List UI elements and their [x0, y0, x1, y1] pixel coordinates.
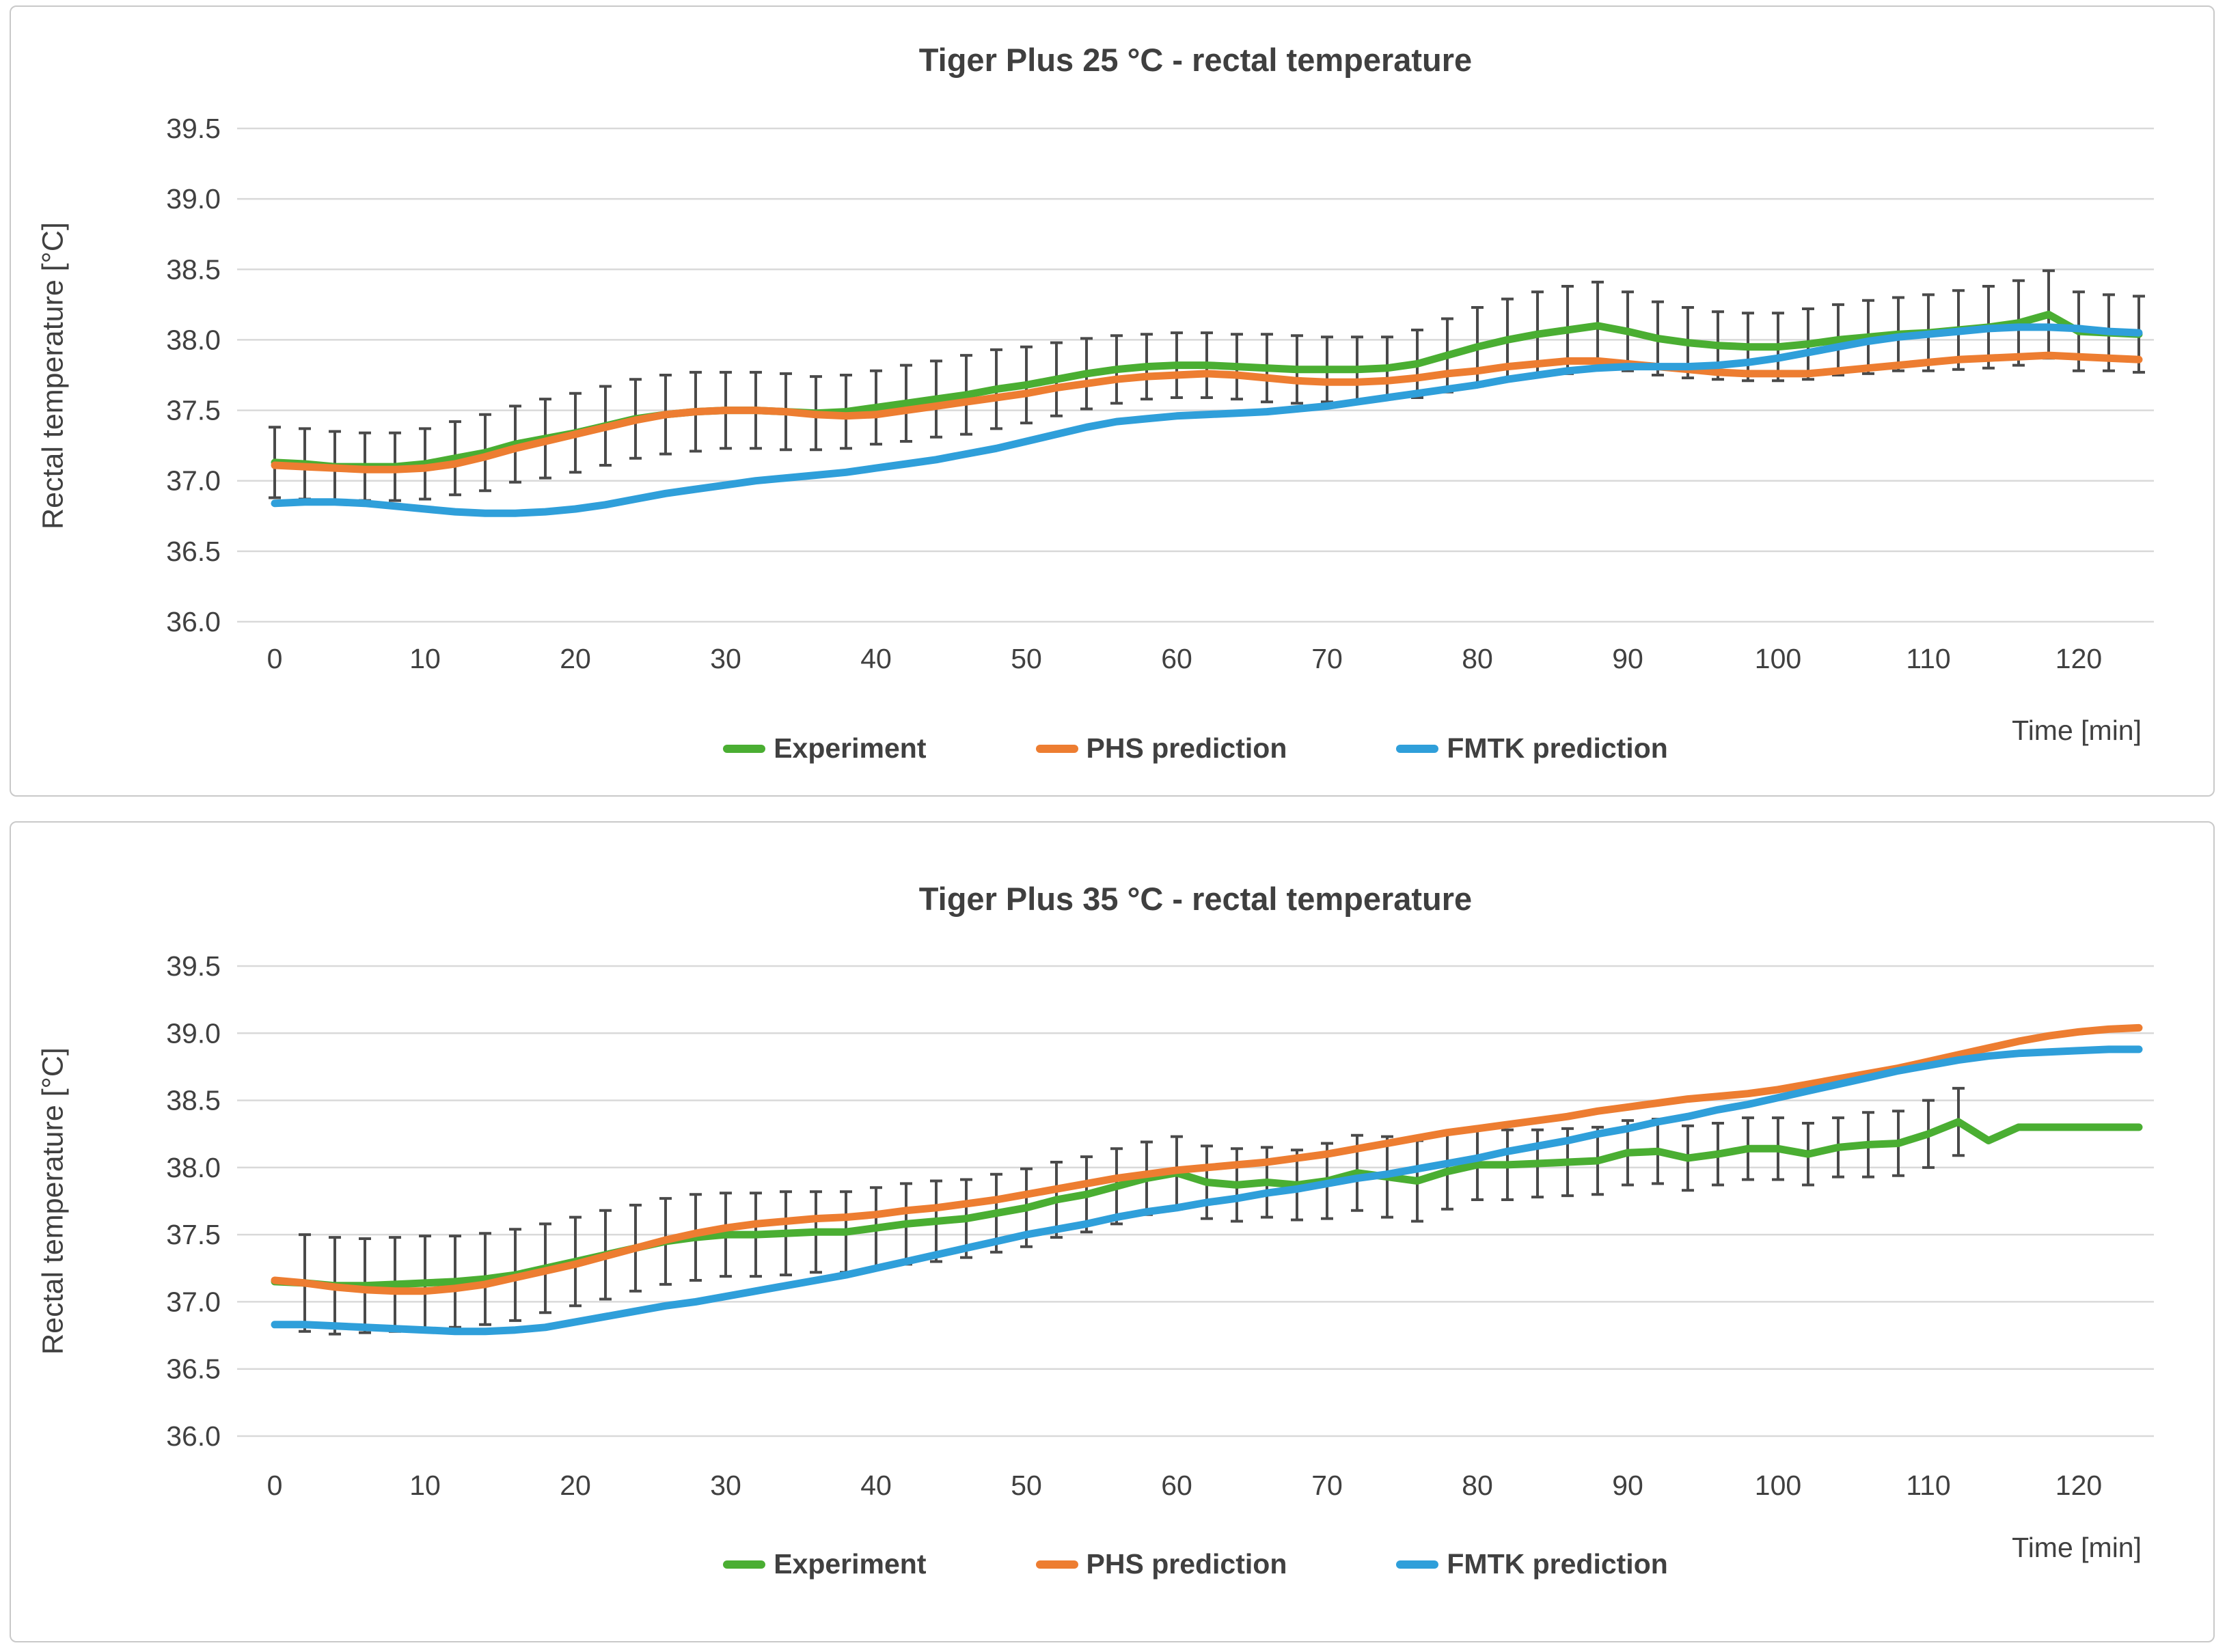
y-tick-label: 38.5: [166, 1085, 221, 1116]
y-tick-label: 39.5: [166, 113, 221, 144]
x-tick-label: 70: [1311, 643, 1343, 674]
series-line-fmtk: [271, 1045, 2143, 1336]
x-tick-label: 80: [1462, 1470, 1493, 1501]
legend-label-fmtk: FMTK prediction: [1447, 732, 1668, 764]
x-tick-label: 110: [1906, 643, 1950, 674]
phs-line-swatch-icon: [1035, 744, 1078, 753]
x-tick-label: 60: [1161, 1470, 1192, 1501]
legend-label-phs: PHS prediction: [1086, 1548, 1287, 1580]
legend-item-fmtk: FMTK prediction: [1396, 1548, 1668, 1580]
legend-label-fmtk: FMTK prediction: [1447, 1548, 1668, 1580]
chart-plot-35c: 39.5 39.0 38.5 38.0 37.5 37.0 36.5 36.0 0 10 20 30 4…: [166, 950, 2154, 1501]
y-tick-label: 37.0: [166, 465, 221, 497]
y-tick-label: 36.0: [166, 1420, 221, 1452]
chart-plot-25c: 39.5 39.0 38.5 38.0 37.5 37.0 36.5 36.0 0 10 20 30 4…: [166, 113, 2154, 674]
x-axis-title-25c: Time [min]: [2012, 715, 2142, 746]
fmtk-line-swatch-icon: [1396, 1560, 1439, 1569]
experiment-line-swatch-icon: [723, 1560, 766, 1569]
y-tick-label: 36.5: [166, 536, 221, 567]
x-tick-label: 10: [409, 1470, 441, 1501]
y-tick-label: 38.5: [166, 253, 221, 285]
x-tick-label: 80: [1462, 643, 1493, 674]
y-tick-label: 39.5: [166, 950, 221, 982]
legend-25c: Experiment PHS prediction FMTK predictio…: [237, 732, 2154, 765]
x-tick-label: 40: [860, 1470, 892, 1501]
legend-label-experiment: Experiment: [774, 1548, 927, 1580]
y-tick-label: 36.0: [166, 606, 221, 637]
chart-panel-35c: Tiger Plus 35 °C - rectal temperature Re…: [10, 821, 2215, 1642]
legend-item-experiment: Experiment: [723, 1548, 927, 1580]
legend-item-phs: PHS prediction: [1035, 1548, 1287, 1580]
x-tick-label: 120: [2055, 643, 2102, 674]
x-tick-label: 20: [560, 1470, 591, 1501]
x-tick-label: 50: [1011, 1470, 1042, 1501]
series-line-phs: [271, 351, 2143, 473]
y-tick-label: 37.5: [166, 395, 221, 426]
x-tick-label: 30: [710, 1470, 741, 1501]
legend-item-experiment: Experiment: [723, 732, 927, 765]
y-tick-label: 39.0: [166, 1017, 221, 1049]
legend-item-fmtk: FMTK prediction: [1396, 732, 1668, 765]
y-tick-label: 37.5: [166, 1219, 221, 1250]
x-axis-title-35c: Time [min]: [2012, 1532, 2142, 1563]
chart-title-25c: Tiger Plus 25 °C - rectal temperature: [918, 42, 1473, 78]
series-line-phs: [271, 1023, 2143, 1295]
x-tick-label: 100: [1755, 1470, 1801, 1501]
phs-line-swatch-icon: [1035, 1560, 1078, 1569]
experiment-line-swatch-icon: [723, 744, 766, 753]
x-tick-label: 50: [1011, 643, 1042, 674]
y-tick-label: 38.0: [166, 1152, 221, 1183]
chart-title-35c: Tiger Plus 35 °C - rectal temperature: [918, 881, 1473, 917]
x-tick-label: 100: [1755, 643, 1801, 674]
chart-panel-25c: Tiger Plus 25 °C - rectal temperature Re…: [10, 5, 2215, 797]
x-tick-label: 0: [267, 643, 283, 674]
legend-item-phs: PHS prediction: [1035, 732, 1287, 765]
y-tick-label: 39.0: [166, 183, 221, 215]
x-tick-label: 20: [560, 643, 591, 674]
x-tick-label: 110: [1906, 1470, 1950, 1501]
error-bars: [269, 269, 2145, 504]
legend-label-phs: PHS prediction: [1086, 732, 1287, 764]
x-tick-label: 90: [1612, 1470, 1643, 1501]
fmtk-line-swatch-icon: [1396, 744, 1439, 753]
y-tick-label: 38.0: [166, 324, 221, 355]
x-tick-label: 60: [1161, 643, 1192, 674]
x-tick-label: 70: [1311, 1470, 1343, 1501]
series-line-fmtk: [271, 323, 2143, 517]
x-tick-label: 120: [2055, 1470, 2102, 1501]
x-tick-label: 0: [267, 1470, 283, 1501]
x-tick-label: 90: [1612, 643, 1643, 674]
y-tick-label: 36.5: [166, 1353, 221, 1385]
legend-35c: Experiment PHS prediction FMTK predictio…: [237, 1548, 2154, 1580]
x-tick-label: 40: [860, 643, 892, 674]
x-tick-label: 30: [710, 643, 741, 674]
legend-label-experiment: Experiment: [774, 732, 927, 764]
y-tick-label: 37.0: [166, 1286, 221, 1317]
x-tick-label: 10: [409, 643, 441, 674]
